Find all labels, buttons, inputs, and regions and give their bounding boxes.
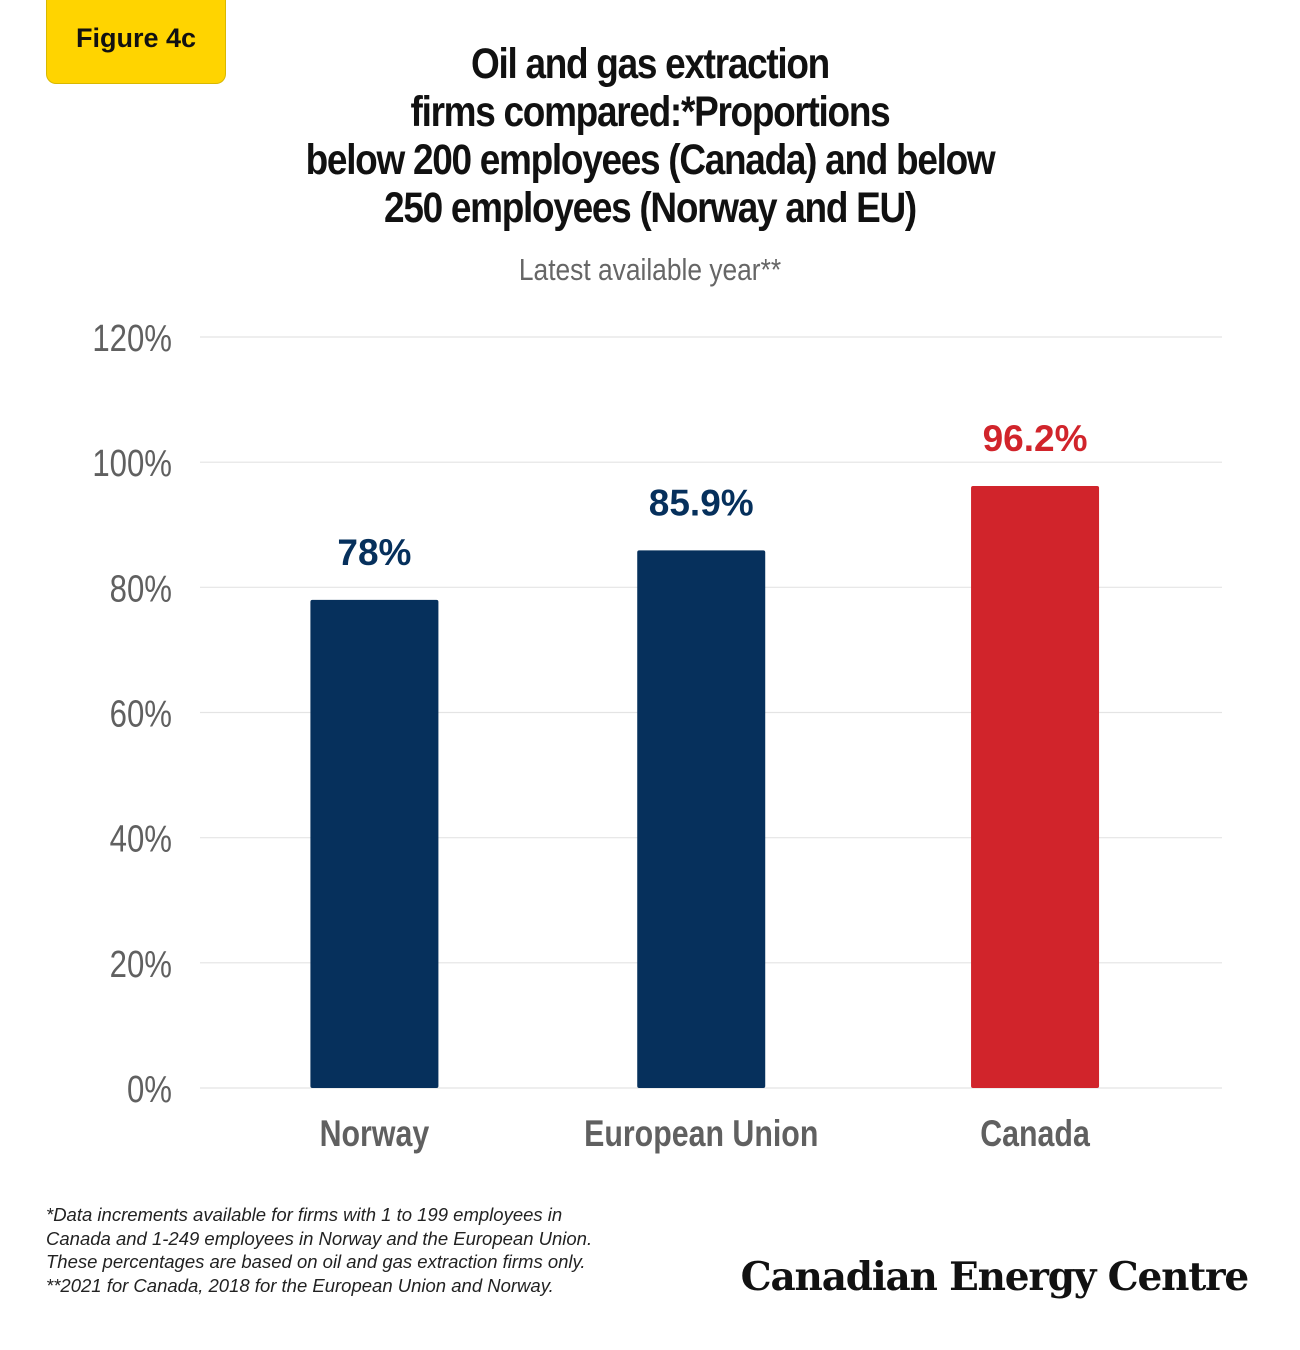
y-tick-label: 0% xyxy=(127,1069,172,1111)
x-tick-label: European Union xyxy=(584,1113,818,1155)
chart-title-line: Oil and gas extraction xyxy=(471,40,830,88)
footnotes: *Data increments available for firms wit… xyxy=(46,1203,746,1297)
data-label: 78% xyxy=(337,532,411,573)
data-label: 96.2% xyxy=(983,418,1088,459)
figure-label: Figure 4c xyxy=(46,0,226,84)
canadian-energy-centre-logo: Canadian Energy Centre xyxy=(740,1254,1250,1300)
x-tick-label: Norway xyxy=(320,1113,430,1155)
y-tick-label: 20% xyxy=(110,944,172,986)
chart-title-line: below 200 employees (Canada) and below xyxy=(305,136,996,184)
chart-title-line: 250 employees (Norway and EU) xyxy=(384,184,917,232)
y-tick-label: 40% xyxy=(110,819,172,861)
data-label: 85.9% xyxy=(649,482,754,523)
y-tick-label: 120% xyxy=(92,318,172,360)
bar xyxy=(637,550,766,1088)
chart-title: Oil and gas extraction firms compared:*P… xyxy=(263,40,1037,232)
footnote-line: These percentages are based on oil and g… xyxy=(46,1251,586,1272)
footnote-line: Canada and 1-249 employees in Norway and… xyxy=(46,1227,593,1249)
bar xyxy=(310,599,439,1088)
y-tick-label: 80% xyxy=(110,569,172,611)
y-tick-label: 100% xyxy=(92,443,172,485)
bar-chart: 0% 20% 40% 60% 80% 100% 120% 78% Norway 85.9% Euro… xyxy=(92,318,1222,1155)
x-tick-label: Canada xyxy=(980,1113,1091,1155)
footnote-line: *Data increments available for firms wit… xyxy=(46,1204,563,1225)
y-tick-label: 60% xyxy=(110,694,172,736)
chart-subtitle: Latest available year** xyxy=(518,252,782,287)
footnote-line: **2021 for Canada, 2018 for the European… xyxy=(46,1274,554,1296)
chart-title-line: firms compared:*Proportions xyxy=(410,88,891,136)
bar xyxy=(971,485,1100,1088)
